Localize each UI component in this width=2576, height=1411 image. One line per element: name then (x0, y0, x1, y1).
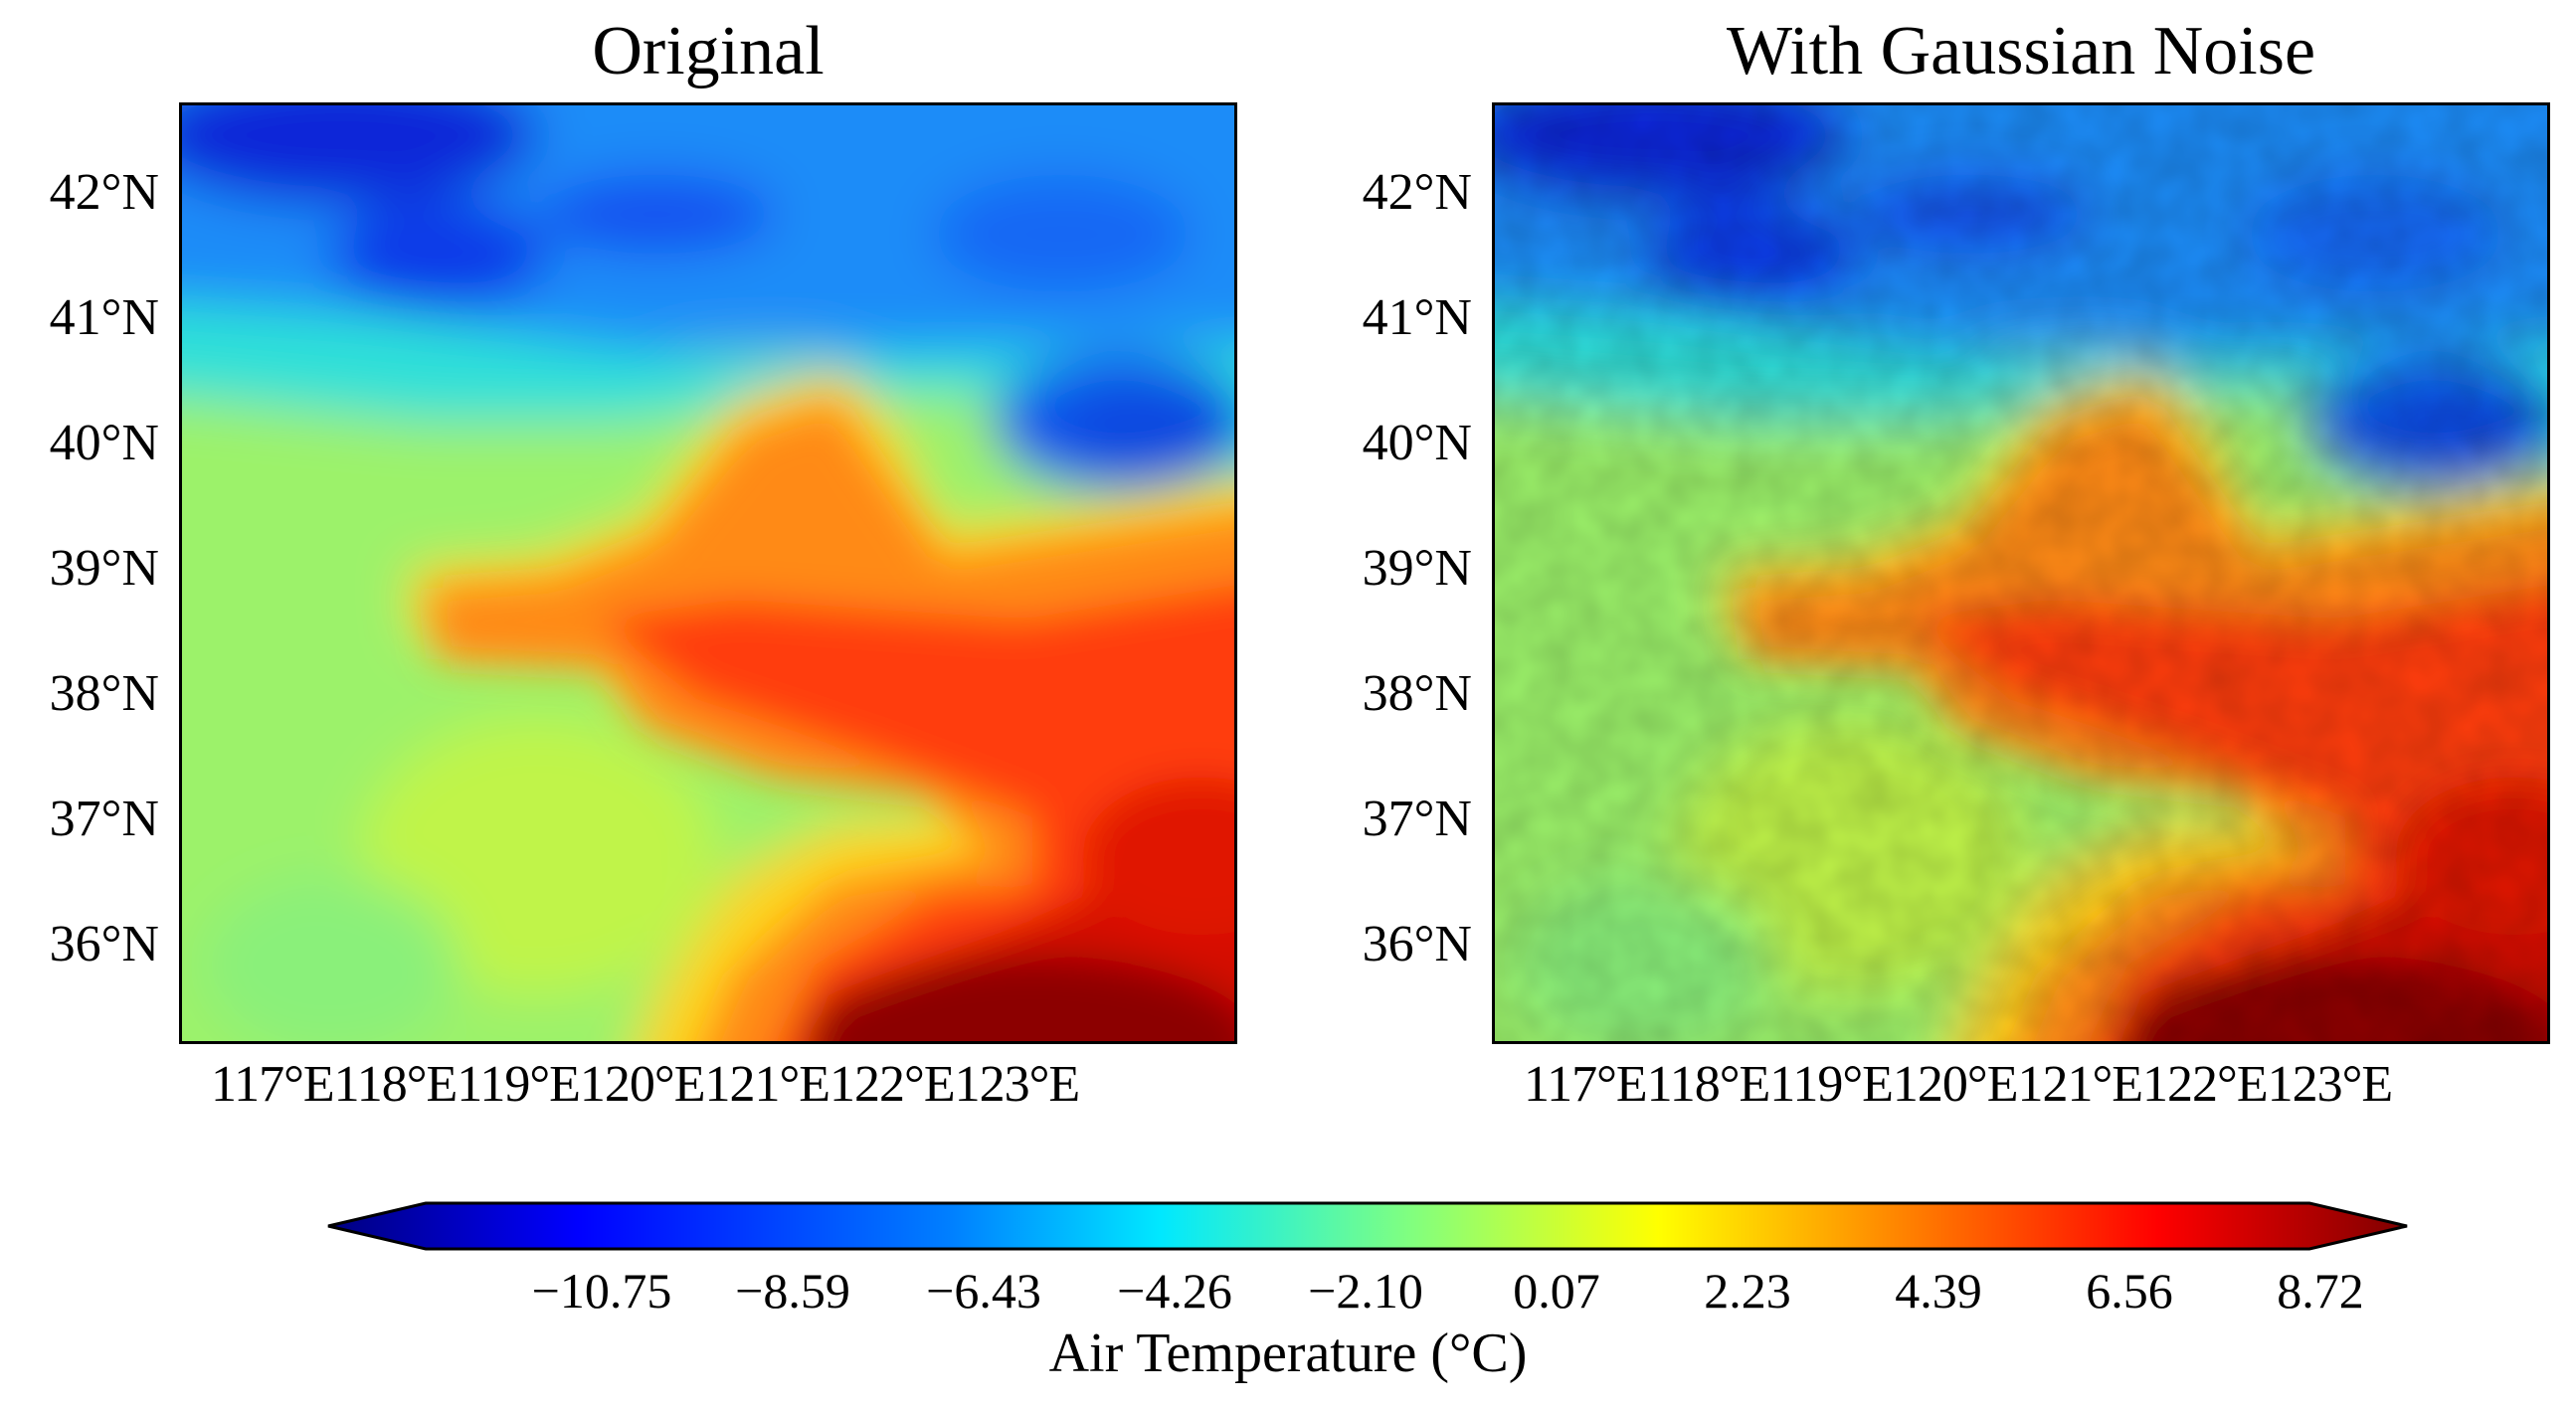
lat-label-39n: 39°N (1362, 540, 1472, 597)
temperature-field-original (182, 105, 1234, 1041)
lat-label-39n: 39°N (49, 540, 159, 597)
colorbar-label: Air Temperature (°C) (1048, 1323, 1528, 1384)
colorbar-gradient (327, 1201, 2408, 1251)
colorbar-tick: 6.56 (2086, 1263, 2173, 1319)
lon-label-119e: 119°E (457, 1056, 581, 1113)
colorbar-tick: 4.39 (1895, 1263, 1982, 1319)
panel-title-original: Original (592, 13, 825, 89)
lat-label-40n: 40°N (49, 415, 159, 471)
lon-label-123e: 123°E (954, 1056, 1081, 1113)
lon-label-120e: 120°E (1892, 1056, 2019, 1113)
longitude-labels-original: 117°E118°E119°E120°E121°E122°E123°E (211, 1056, 1081, 1113)
colorbar-tick: −2.10 (1308, 1263, 1423, 1319)
lon-label-120e: 120°E (579, 1056, 706, 1113)
lon-label-119e: 119°E (1769, 1056, 1894, 1113)
lon-label-121e: 121°E (704, 1056, 830, 1113)
temperature-map-original (179, 102, 1237, 1044)
temperature-map-gaussian-noise (1492, 102, 2550, 1044)
lat-label-41n: 41°N (1362, 289, 1472, 346)
colorbar-tick: −6.43 (926, 1263, 1041, 1319)
lon-label-117e: 117°E (1524, 1056, 1648, 1113)
lat-label-42n: 42°N (49, 164, 159, 221)
lon-label-122e: 122°E (829, 1056, 956, 1113)
lon-label-122e: 122°E (2142, 1056, 2269, 1113)
colorbar-tick: 2.23 (1704, 1263, 1791, 1319)
lat-label-41n: 41°N (49, 289, 159, 346)
panel-title-gaussian-noise: With Gaussian Noise (1726, 13, 2316, 89)
lon-label-121e: 121°E (2017, 1056, 2143, 1113)
colorbar-tick: −4.26 (1117, 1263, 1232, 1319)
lon-label-123e: 123°E (2267, 1056, 2394, 1113)
colorbar-tick: −10.75 (531, 1263, 672, 1319)
lat-label-40n: 40°N (1362, 415, 1472, 471)
lat-label-37n: 37°N (49, 791, 159, 847)
temperature-field-gaussian-noise (1495, 105, 2547, 1041)
colorbar-tick: 8.72 (2277, 1263, 2364, 1319)
lat-label-42n: 42°N (1362, 164, 1472, 221)
lon-label-118e: 118°E (333, 1056, 459, 1113)
lat-label-36n: 36°N (49, 916, 159, 972)
lat-label-38n: 38°N (1362, 665, 1472, 722)
colorbar-tick: 0.07 (1513, 1263, 1600, 1319)
colorbar-tick: −8.59 (735, 1263, 850, 1319)
lon-label-118e: 118°E (1646, 1056, 1771, 1113)
colorbar (327, 1201, 2408, 1251)
lat-label-38n: 38°N (49, 665, 159, 722)
lat-label-37n: 37°N (1362, 791, 1472, 847)
lat-label-36n: 36°N (1362, 916, 1472, 972)
lon-label-117e: 117°E (211, 1056, 335, 1113)
longitude-labels-gaussian-noise: 117°E118°E119°E120°E121°E122°E123°E (1524, 1056, 2394, 1113)
